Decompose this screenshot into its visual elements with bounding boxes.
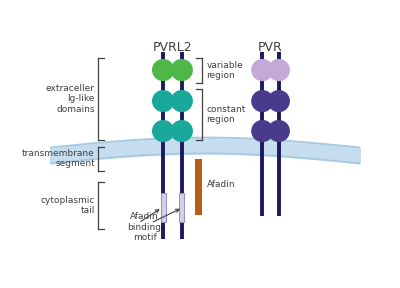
Bar: [161, 193, 166, 222]
Ellipse shape: [268, 90, 290, 112]
Ellipse shape: [251, 59, 274, 81]
Ellipse shape: [170, 90, 193, 112]
Ellipse shape: [268, 120, 290, 142]
Ellipse shape: [152, 90, 174, 112]
Ellipse shape: [170, 120, 193, 142]
Ellipse shape: [152, 59, 174, 81]
Ellipse shape: [152, 120, 174, 142]
Ellipse shape: [170, 59, 193, 81]
Text: PVRL2: PVRL2: [153, 41, 192, 54]
Text: Afadin
binding
motif: Afadin binding motif: [128, 212, 162, 242]
Text: Afadin: Afadin: [207, 180, 236, 189]
Ellipse shape: [251, 90, 274, 112]
Bar: [179, 193, 184, 222]
Text: transmembrane
segment: transmembrane segment: [22, 149, 95, 168]
Ellipse shape: [251, 120, 274, 142]
Text: cytoplasmic
tail: cytoplasmic tail: [40, 196, 95, 215]
Text: variable
region: variable region: [206, 61, 243, 80]
Text: constant
region: constant region: [206, 105, 246, 124]
Text: extraceller
Ig-like
domains: extraceller Ig-like domains: [46, 84, 95, 114]
Text: PVR: PVR: [258, 41, 283, 54]
Ellipse shape: [268, 59, 290, 81]
Bar: [195, 159, 202, 215]
